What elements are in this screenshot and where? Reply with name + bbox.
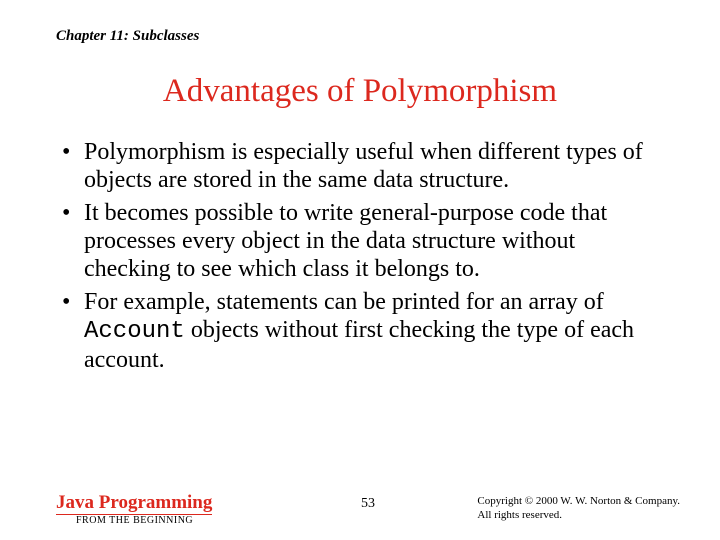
footer: Java Programming Java Programming FROM T… xyxy=(56,492,680,526)
bullet-text: For example, statements can be printed f… xyxy=(84,289,604,315)
copyright-line1: Copyright © 2000 W. W. Norton & Company. xyxy=(477,494,680,508)
list-item: For example, statements can be printed f… xyxy=(62,288,664,375)
bullet-text: Polymorphism is especially useful when d… xyxy=(84,139,643,193)
brand-title: Java Programming Java Programming xyxy=(56,492,212,514)
slide-title: Advantages of Polymorphism xyxy=(56,73,664,110)
chapter-label: Chapter 11: Subclasses xyxy=(56,28,664,45)
brand-title-text: Java Programming xyxy=(56,492,212,515)
list-item: Polymorphism is especially useful when d… xyxy=(62,138,664,197)
copyright: Copyright © 2000 W. W. Norton & Company.… xyxy=(477,494,680,523)
brand-block: Java Programming Java Programming FROM T… xyxy=(56,492,212,526)
brand-subtitle: FROM THE BEGINNING xyxy=(76,515,212,526)
copyright-line2: All rights reserved. xyxy=(477,508,680,522)
bullet-list: Polymorphism is especially useful when d… xyxy=(56,138,664,375)
bullet-text: It becomes possible to write general-pur… xyxy=(84,200,607,283)
bullet-mono: Account xyxy=(84,318,185,345)
slide: Chapter 11: Subclasses Advantages of Pol… xyxy=(0,0,720,540)
list-item: It becomes possible to write general-pur… xyxy=(62,199,664,286)
page-number: 53 xyxy=(361,496,375,512)
